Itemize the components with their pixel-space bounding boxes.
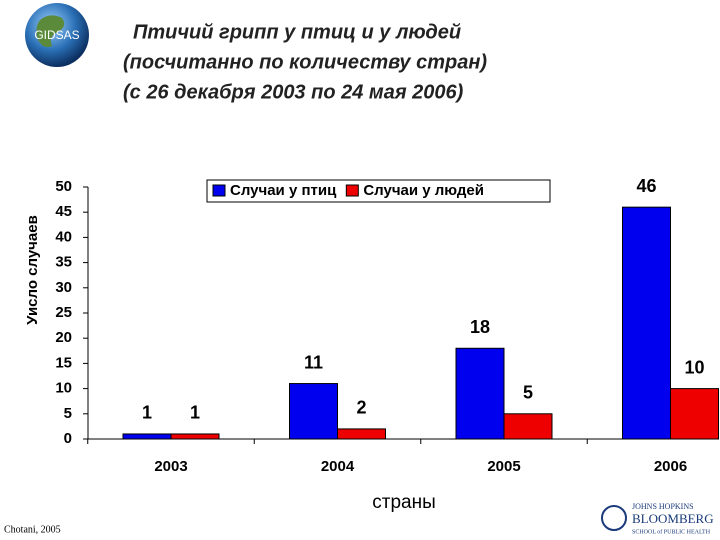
bar (170, 433, 220, 440)
logo-globe (25, 3, 89, 67)
y-tick-label: 35 (55, 254, 72, 271)
sponsor-text: BLOOMBERG (632, 511, 714, 526)
logo-text: GIDSAS (34, 28, 79, 42)
bar (455, 347, 505, 440)
chart-subtitle: (с 26 декабря 2003 по 24 мая 2006) (123, 81, 464, 103)
y-tick-label: 50 (55, 178, 72, 195)
legend-label: Случаи у птиц (230, 182, 337, 199)
legend-box (206, 179, 551, 203)
y-axis-label: Уисло случаев (24, 215, 41, 325)
sponsor-text: SCHOOL of PUBLIC HEALTH (632, 528, 711, 535)
y-tick-label: 0 (64, 430, 72, 447)
y-tick-label: 20 (55, 329, 72, 346)
y-tick-label: 15 (55, 354, 72, 371)
bar (122, 433, 172, 440)
legend-swatch (212, 184, 226, 197)
sponsor-emblem (601, 505, 627, 531)
chart-title: Птичий грипп у птиц и у людей (133, 21, 461, 43)
x-tick-label: 2003 (154, 458, 187, 475)
y-tick-label: 25 (55, 304, 72, 321)
legend-swatch (345, 184, 359, 197)
x-tick-label: 2006 (654, 458, 687, 475)
data-label: 18 (470, 317, 490, 337)
data-label: 10 (684, 357, 704, 377)
chart-subtitle: (посчитанно по количеству стран) (123, 51, 487, 73)
y-tick-label: 40 (55, 228, 72, 245)
bar (337, 428, 386, 440)
data-label: 11 (304, 352, 323, 372)
legend-label: Случаи у людей (363, 182, 484, 199)
bar (503, 413, 553, 440)
data-label: 5 (523, 383, 533, 403)
sponsor-logo: JOHNS HOPKINS BLOOMBERG SCHOOL of PUBLIC… (601, 502, 714, 535)
bar (670, 388, 719, 440)
data-label: 1 (190, 403, 200, 423)
sponsor-text: JOHNS HOPKINS (632, 502, 694, 511)
y-tick-label: 30 (55, 279, 72, 296)
bar (289, 383, 338, 440)
x-axis-label: страны (372, 492, 436, 513)
logo-land (36, 15, 65, 48)
x-tick-label: 2004 (321, 458, 355, 475)
y-tick-label: 45 (55, 203, 72, 220)
data-label: 2 (356, 398, 366, 418)
bar (622, 206, 671, 440)
footer: Chotani, 2005 (4, 524, 61, 535)
data-label: 1 (142, 403, 152, 423)
y-tick-label: 5 (64, 405, 72, 422)
x-tick-label: 2005 (487, 458, 520, 475)
data-label: 46 (636, 176, 656, 196)
y-tick-label: 10 (55, 380, 72, 397)
